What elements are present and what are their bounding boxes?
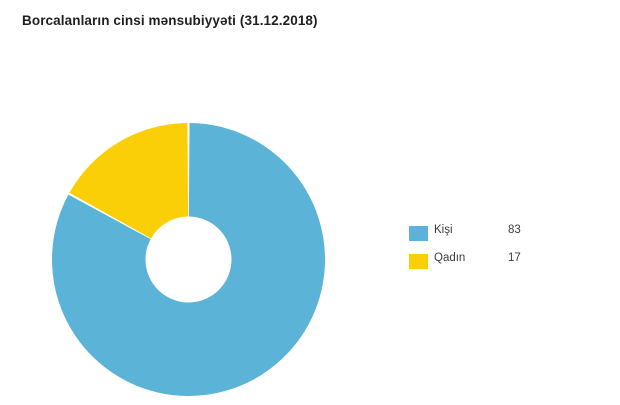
legend-label-kisi: Kişi [434,224,453,236]
legend-item-kisi[interactable]: Kişi 83 [409,224,584,252]
chart-title: Borcalanların cinsi mənsubiyyəti (31.12.… [22,13,318,28]
donut-chart-plot-area [52,123,325,396]
legend-value-qadin: 17 [508,252,521,264]
legend-item-qadin[interactable]: Qadın 17 [409,252,584,280]
legend-swatch-kisi [409,226,428,241]
legend-swatch-qadin [409,254,428,269]
legend-value-kisi: 83 [508,224,521,236]
legend-label-qadin: Qadın [434,252,466,264]
chart-legend: Kişi 83 Qadın 17 [409,224,584,280]
donut-chart-svg [52,123,325,396]
donut-slice-kişi[interactable] [52,123,325,396]
donut-slice-qadın[interactable] [69,123,189,239]
donut-slice-group [52,123,325,396]
